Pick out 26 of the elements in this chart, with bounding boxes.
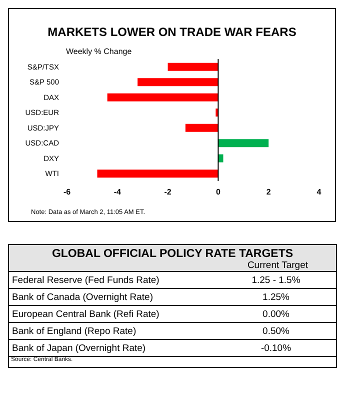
chart-title: MARKETS LOWER ON TRADE WAR FEARS xyxy=(46,25,298,39)
bar xyxy=(97,170,218,178)
text: Current Target xyxy=(246,260,309,271)
x-tick-label: -4 xyxy=(114,188,122,197)
text: 1.25 - 1.5% xyxy=(252,274,300,286)
x-tick-label: -2 xyxy=(164,188,172,197)
text: 0.50% xyxy=(262,326,290,336)
text: -0.10% xyxy=(260,342,292,354)
text: 1.25% xyxy=(262,292,290,302)
category-label: Bank of Canada (Overnight Rate) xyxy=(11,292,154,302)
bar xyxy=(138,78,218,86)
chart-subtitle: Weekly % Change xyxy=(66,47,132,56)
bar xyxy=(168,62,218,71)
bar xyxy=(185,124,218,132)
x-tick-label: 2 xyxy=(266,188,272,197)
x-tick-label: 4 xyxy=(316,188,322,197)
x-tick-label: 0 xyxy=(216,188,221,197)
category-label: Federal Reserve (Fed Funds Rate) xyxy=(11,274,160,286)
category-label: European Central Bank (Refi Rate) xyxy=(11,308,160,320)
bar xyxy=(107,93,218,102)
category-label: Bank of Japan (Overnight Rate) xyxy=(11,342,147,354)
bar xyxy=(218,139,269,148)
text: GLOBAL OFFICIAL POLICY RATE TARGETS xyxy=(50,247,294,260)
category-label: Bank of England (Repo Rate) xyxy=(11,326,138,336)
text: 0.00% xyxy=(262,308,290,320)
x-tick-label: -6 xyxy=(63,188,72,197)
